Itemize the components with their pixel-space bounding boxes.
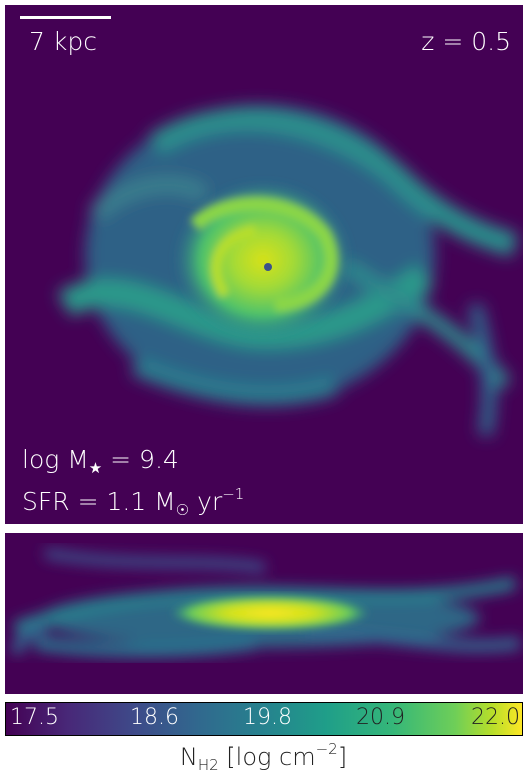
colorbar-label-exponent: −2	[315, 740, 338, 758]
scale-bar	[20, 16, 111, 19]
colorbar-label-unit: [log cm	[218, 743, 316, 771]
colorbar-tick-2: 19.8	[243, 705, 292, 730]
face-on-galaxy-image	[57, 105, 519, 437]
colorbar: 17.5 18.6 19.8 20.9 22.0	[5, 702, 523, 736]
sfr-exponent: −1	[222, 485, 245, 503]
colorbar-tick-1: 18.6	[130, 705, 179, 730]
stellar-mass-label: log M★ = 9.4	[22, 445, 179, 477]
colorbar-label-sub: H2	[197, 756, 219, 774]
edge-on-galaxy-image	[9, 548, 521, 658]
sun-symbol: ☉	[175, 501, 190, 519]
scale-bar-label: 7 kpc	[29, 27, 97, 56]
sfr-prefix: SFR = 1.1 M	[22, 487, 176, 516]
colorbar-tick-4: 22.0	[471, 705, 520, 730]
stellar-mass-prefix: log M	[22, 445, 89, 474]
redshift-label: z = 0.5	[421, 27, 511, 56]
colorbar-label: NH2 [log cm−2]	[0, 740, 527, 774]
colorbar-tick-0: 17.5	[10, 705, 59, 730]
edge-on-panel	[5, 533, 523, 694]
star-symbol: ★	[88, 459, 103, 477]
face-on-panel: 7 kpc z = 0.5 log M★ = 9.4 SFR = 1.1 M☉ …	[5, 5, 523, 524]
colorbar-label-close: ]	[337, 743, 348, 771]
stellar-mass-value: = 9.4	[102, 445, 179, 474]
sfr-unit: yr	[189, 487, 223, 516]
sfr-label: SFR = 1.1 M☉ yr−1	[22, 485, 244, 519]
colorbar-tick-3: 20.9	[356, 705, 405, 730]
colorbar-label-main: N	[179, 743, 198, 771]
